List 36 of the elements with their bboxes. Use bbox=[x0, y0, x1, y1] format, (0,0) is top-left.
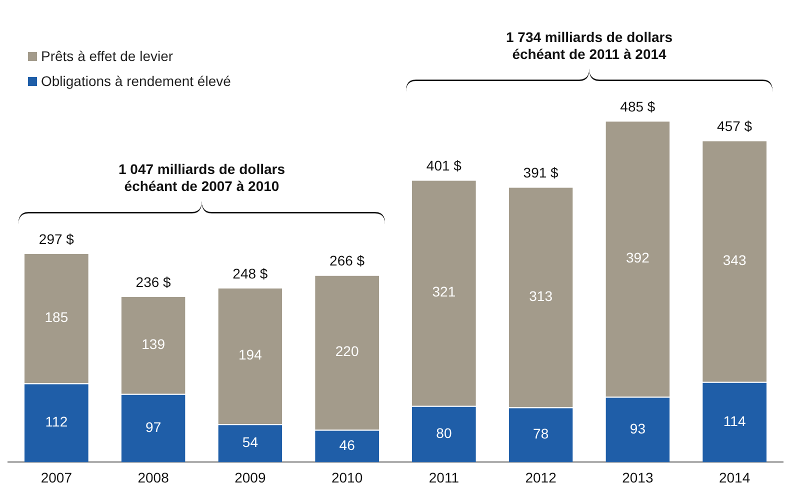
data-label: 46 bbox=[339, 436, 356, 453]
data-label: 392 bbox=[626, 249, 650, 266]
total-label: 266 $ bbox=[330, 252, 365, 269]
x-tick-label: 2010 bbox=[331, 469, 363, 486]
data-label: 112 bbox=[45, 414, 68, 430]
legend-label: Obligations à rendement élevé bbox=[41, 73, 231, 89]
data-label: 139 bbox=[142, 336, 166, 352]
legend-label: Prêts à effet de levier bbox=[41, 48, 174, 64]
x-tick-label: 2014 bbox=[718, 469, 750, 486]
data-label: 78 bbox=[533, 426, 549, 442]
x-tick-label: 2012 bbox=[525, 469, 557, 486]
annotation: 1 047 milliards de dollars échéant de 2007 à 2010 bbox=[118, 160, 286, 195]
total-label: 401 $ bbox=[426, 158, 462, 174]
text: 1 734 milliards de dollars échéant de 2011 à 2014 bbox=[506, 28, 673, 63]
data-label: 54 bbox=[242, 434, 258, 450]
x-tick-label: 2009 bbox=[234, 469, 266, 486]
data-label: 321 bbox=[432, 284, 456, 300]
data-label: 194 bbox=[238, 346, 262, 363]
total-label: 297 $ bbox=[38, 230, 74, 247]
total-label: 485 $ bbox=[620, 98, 656, 114]
data-label: 343 bbox=[722, 252, 746, 268]
total-label: 457 $ bbox=[717, 118, 752, 134]
data-label: 313 bbox=[529, 288, 553, 304]
total-label: 391 $ bbox=[523, 164, 559, 181]
x-tick-label: 2008 bbox=[138, 469, 170, 486]
data-label: 114 bbox=[723, 412, 746, 429]
x-tick-label: 2013 bbox=[622, 469, 654, 486]
data-label: 93 bbox=[630, 420, 646, 436]
data-label: 220 bbox=[335, 343, 359, 360]
data-label: 80 bbox=[436, 424, 452, 441]
total-label: 248 $ bbox=[232, 265, 268, 282]
x-tick-label: 2007 bbox=[40, 469, 72, 486]
total-label: 236 $ bbox=[136, 274, 172, 290]
data-label: 185 bbox=[44, 309, 68, 326]
data-label: 97 bbox=[146, 418, 162, 435]
x-tick-label: 2011 bbox=[428, 469, 460, 486]
